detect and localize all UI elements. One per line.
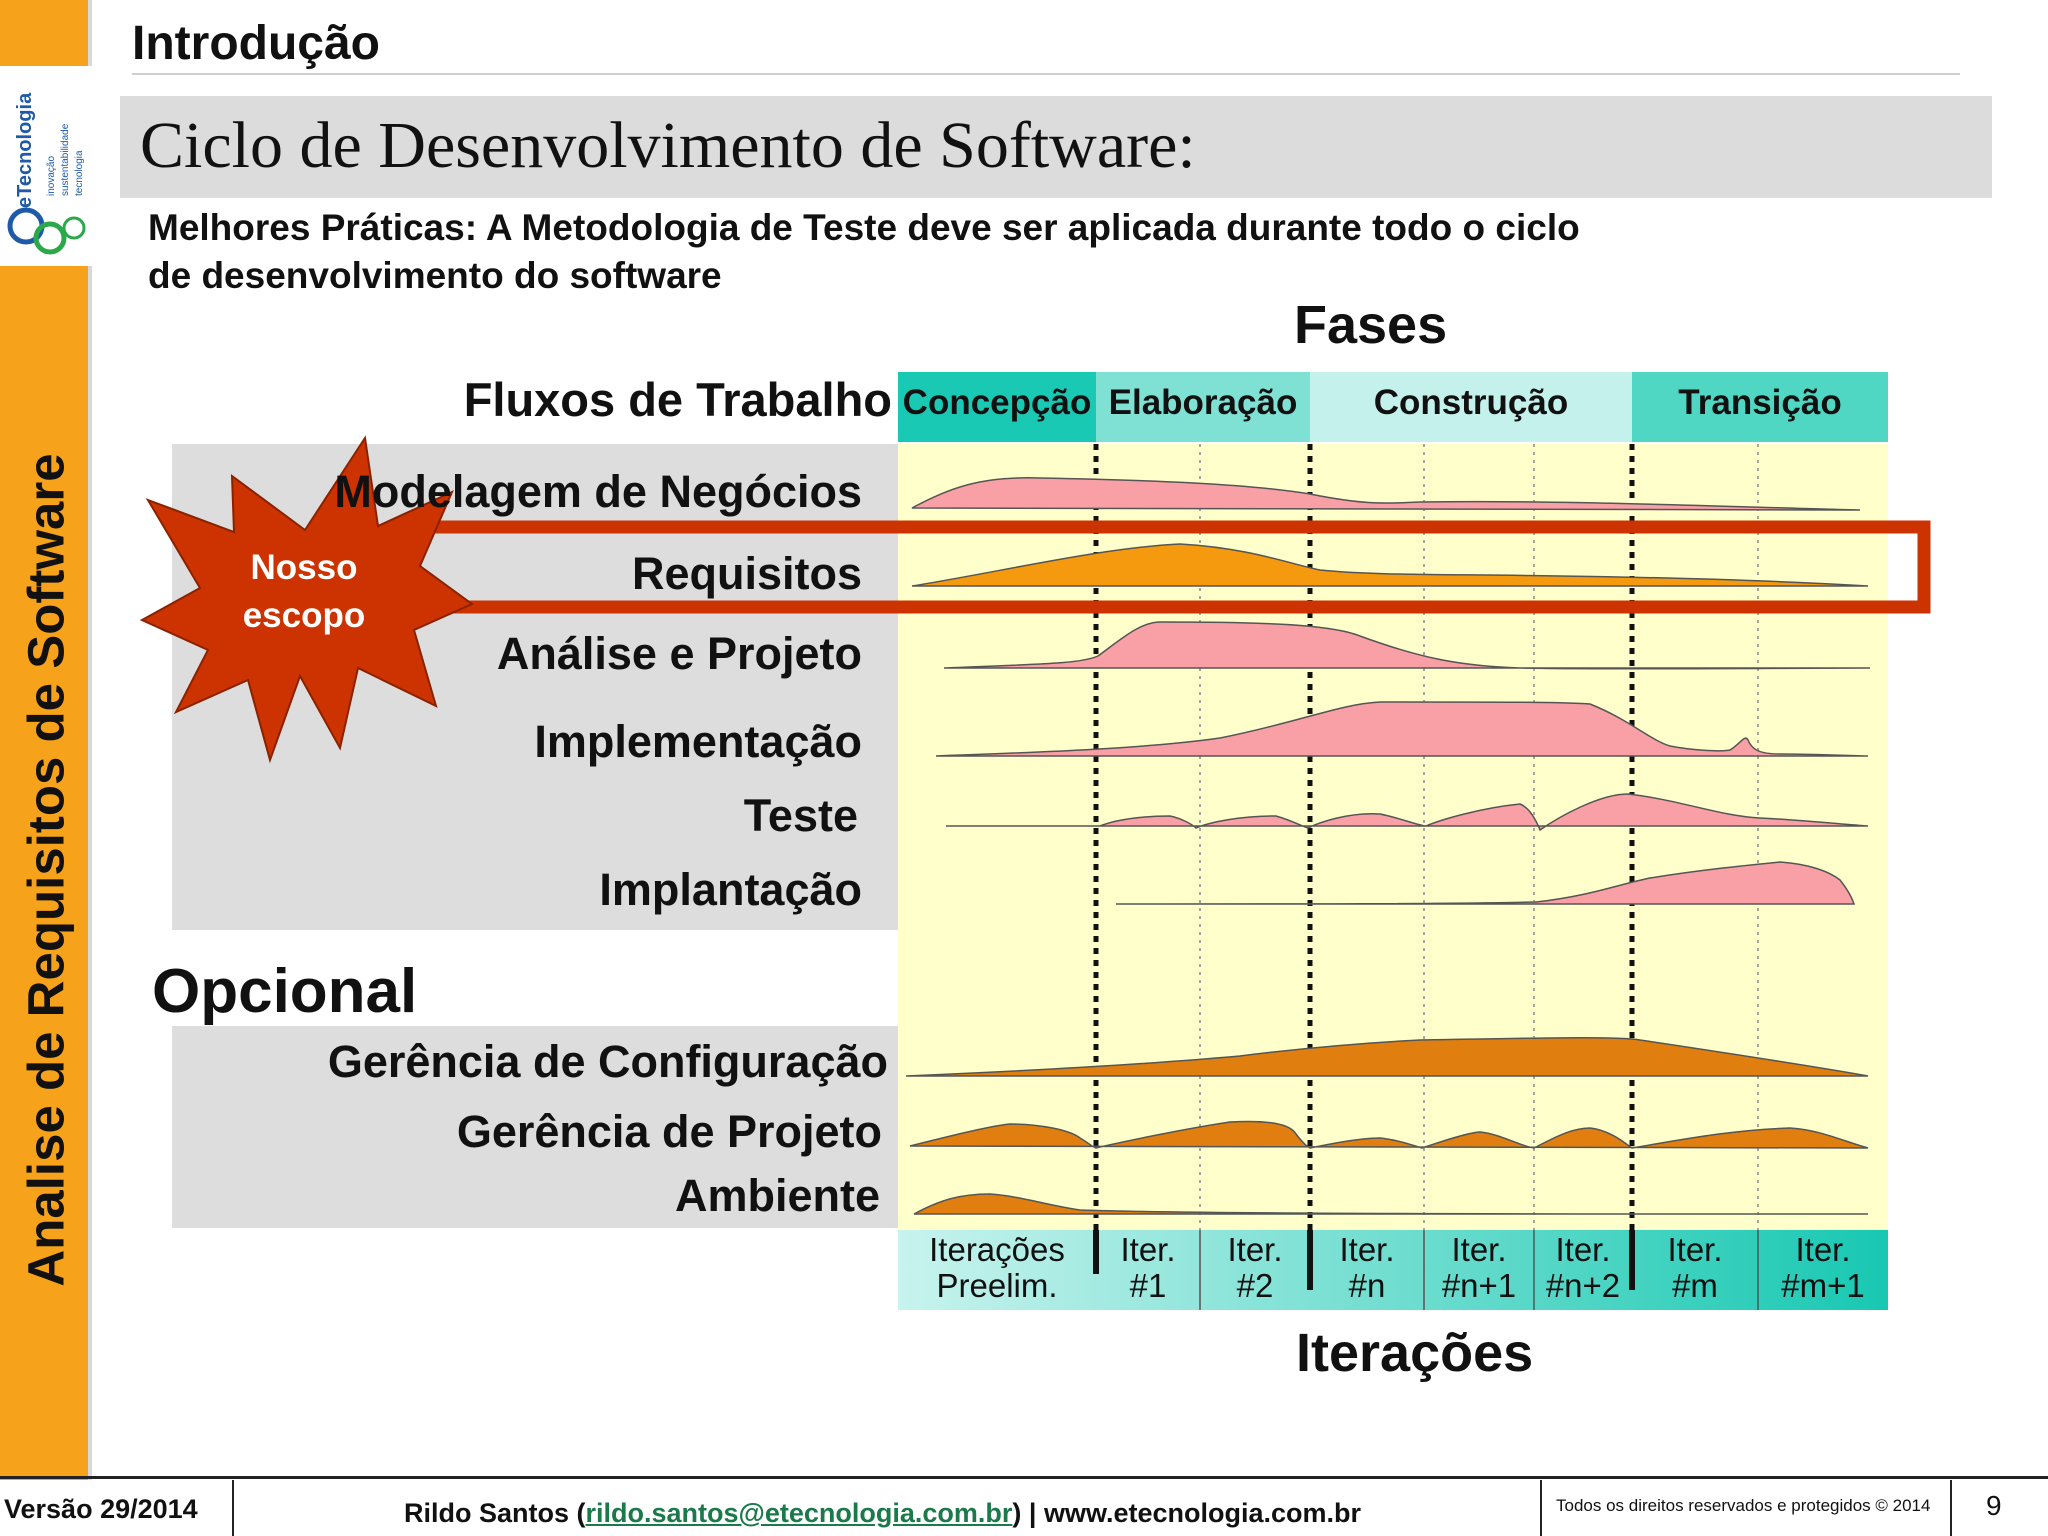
phase-cell-elaboracao xyxy=(1096,372,1310,442)
page-title: Ciclo de Desenvolvimento de Software: xyxy=(140,109,1196,182)
iteration-label: Iterações Preelim. xyxy=(929,1231,1065,1304)
workflow-modelagem: Modelagem de Negócios xyxy=(334,466,862,517)
iteration-label: Iter. #m+1 xyxy=(1781,1231,1865,1304)
scope-starburst-icon xyxy=(139,435,474,764)
subtitle-line-1: Melhores Práticas: A Metodologia de Test… xyxy=(148,207,1580,248)
workflows-title: Fluxos de Trabalho xyxy=(463,373,892,426)
iteration-label: Iter. #n+1 xyxy=(1441,1231,1517,1304)
support-gerencia-projeto: Gerência de Projeto xyxy=(456,1106,882,1157)
footer-separator xyxy=(232,1480,234,1536)
support-panel xyxy=(172,1026,898,1228)
subtitle: Melhores Práticas: A Metodologia de Test… xyxy=(148,204,1748,300)
logo-rings-icon xyxy=(7,207,86,255)
workflow-requisitos: Requisitos xyxy=(631,548,862,599)
hump-ambiente xyxy=(913,1193,1869,1215)
iteration-separator xyxy=(1629,1230,1635,1290)
phase-cell-transicao xyxy=(1632,372,1888,442)
page-number: 9 xyxy=(1986,1490,2002,1521)
iteration-label: Iter. #n xyxy=(1339,1231,1395,1304)
iteration-label: Iter. #2 xyxy=(1227,1231,1283,1304)
optional-title: Opcional xyxy=(152,957,418,1026)
footer-version: Versão 29/2014 xyxy=(4,1494,198,1524)
phase-transicao: Transição xyxy=(1678,383,1842,422)
logo xyxy=(0,66,92,266)
hump-modelagem xyxy=(911,477,1861,511)
phase-concepcao: Concepção xyxy=(902,383,1092,422)
workflow-analise-projeto: Análise e Projeto xyxy=(496,628,862,679)
phase-elaboracao: Elaboração xyxy=(1108,383,1298,422)
phase-cell-construcao xyxy=(1310,372,1632,442)
workflow-teste: Teste xyxy=(743,790,858,841)
footer-rights: Todos os direitos reservados e protegido… xyxy=(1556,1496,1931,1515)
footer-separator xyxy=(1540,1480,1542,1536)
hump-implantacao xyxy=(1115,861,1856,905)
hump-implementacao xyxy=(935,701,1869,757)
section-divider xyxy=(132,73,1960,75)
support-gerencia-configuracao: Gerência de Configuração xyxy=(327,1036,888,1087)
hump-requisitos xyxy=(911,543,1869,587)
hump-gerencia-configuracao xyxy=(905,1036,1869,1077)
hump-teste xyxy=(945,793,1869,832)
phases-title: Fases xyxy=(1294,295,1448,355)
footer-separator xyxy=(1950,1480,1952,1536)
support-ambiente: Ambiente xyxy=(674,1170,880,1221)
hump-analise xyxy=(943,621,1871,670)
iteration-separator xyxy=(1307,1230,1313,1290)
iterations-bar xyxy=(898,1230,1888,1310)
iterations-title: Iterações xyxy=(1296,1323,1534,1383)
subtitle-line-2: de desenvolvimento do software xyxy=(148,255,722,296)
phase-construcao: Construção xyxy=(1373,383,1569,422)
title-band xyxy=(120,96,1992,198)
iteration-label: Iter. #1 xyxy=(1120,1231,1176,1304)
footer-divider xyxy=(0,1476,2048,1479)
hump-gerencia-projeto xyxy=(909,1120,1869,1149)
scope-badge-line-2: escopo xyxy=(242,596,366,635)
workflow-implantacao: Implantação xyxy=(599,864,862,915)
iteration-label: Iter. #n+2 xyxy=(1545,1231,1621,1304)
workflow-implementacao: Implementação xyxy=(534,716,862,767)
iteration-label: Iter. #m xyxy=(1667,1231,1723,1304)
phase-cell-concepcao xyxy=(898,372,1096,442)
iteration-separator xyxy=(1093,1230,1099,1274)
footer-email-link[interactable]: rildo.santos@etecnologia.com.br xyxy=(585,1498,1013,1528)
section-title: Introdução xyxy=(132,17,380,70)
footer-author: Rildo Santos (rildo.santos@etecnologia.c… xyxy=(404,1498,1362,1528)
scope-badge: Nosso escopo xyxy=(222,544,386,640)
scope-badge-line-1: Nosso xyxy=(250,548,358,587)
